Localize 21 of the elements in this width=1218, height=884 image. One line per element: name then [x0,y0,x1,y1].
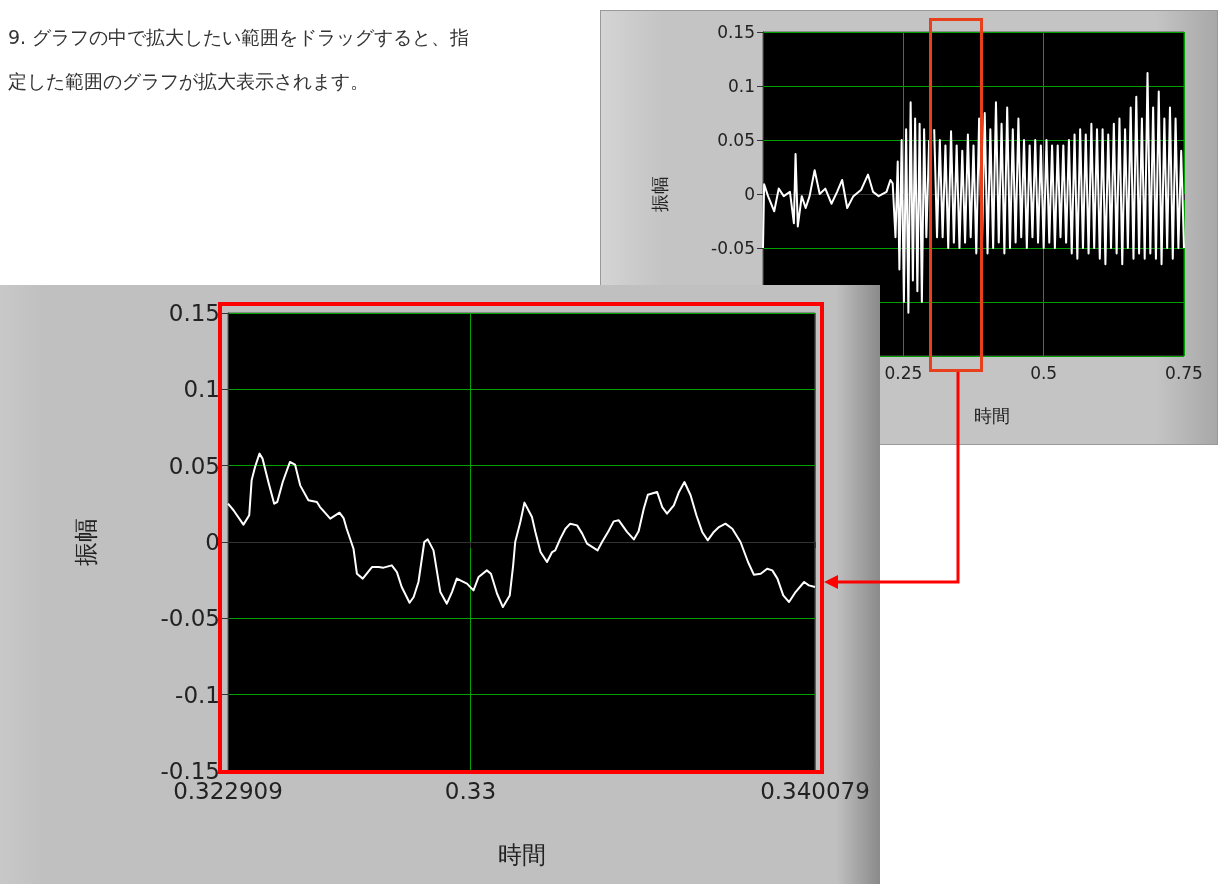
x-tick-label: 0.33 [444,777,497,804]
x-tick-label: 0.75 [1165,362,1203,383]
y-tick-label: 0.1 [727,76,755,96]
y-axis-title: 振幅 [648,176,670,212]
y-tick-label: 0.1 [183,376,220,403]
x-axis-title: 時間 [973,404,1010,426]
y-tick-label: 0.15 [168,300,220,326]
x-tick-label: 0.25 [884,362,923,383]
text: 9. グラフの中で拡大したい範囲をドラッグすると、指定した範囲のグラフが拡大表示されます。 [8,26,470,92]
y-tick-label: 0.05 [168,452,220,479]
y-tick-label: -0.1 [175,681,220,708]
y-tick-label: 0 [205,529,220,555]
y-tick-label: 0.15 [717,22,755,42]
y-tick-label: 0 [744,184,755,204]
x-axis-title: 時間 [497,841,546,869]
x-tick-label: 0.340079 [760,777,870,804]
y-axis-title: 振幅 [72,518,100,566]
y-tick-label: -0.05 [160,605,220,632]
y-tick-label: 0.05 [717,130,755,150]
x-tick-label: 0.5 [1030,362,1058,383]
y-tick-label: -0.05 [711,238,755,258]
